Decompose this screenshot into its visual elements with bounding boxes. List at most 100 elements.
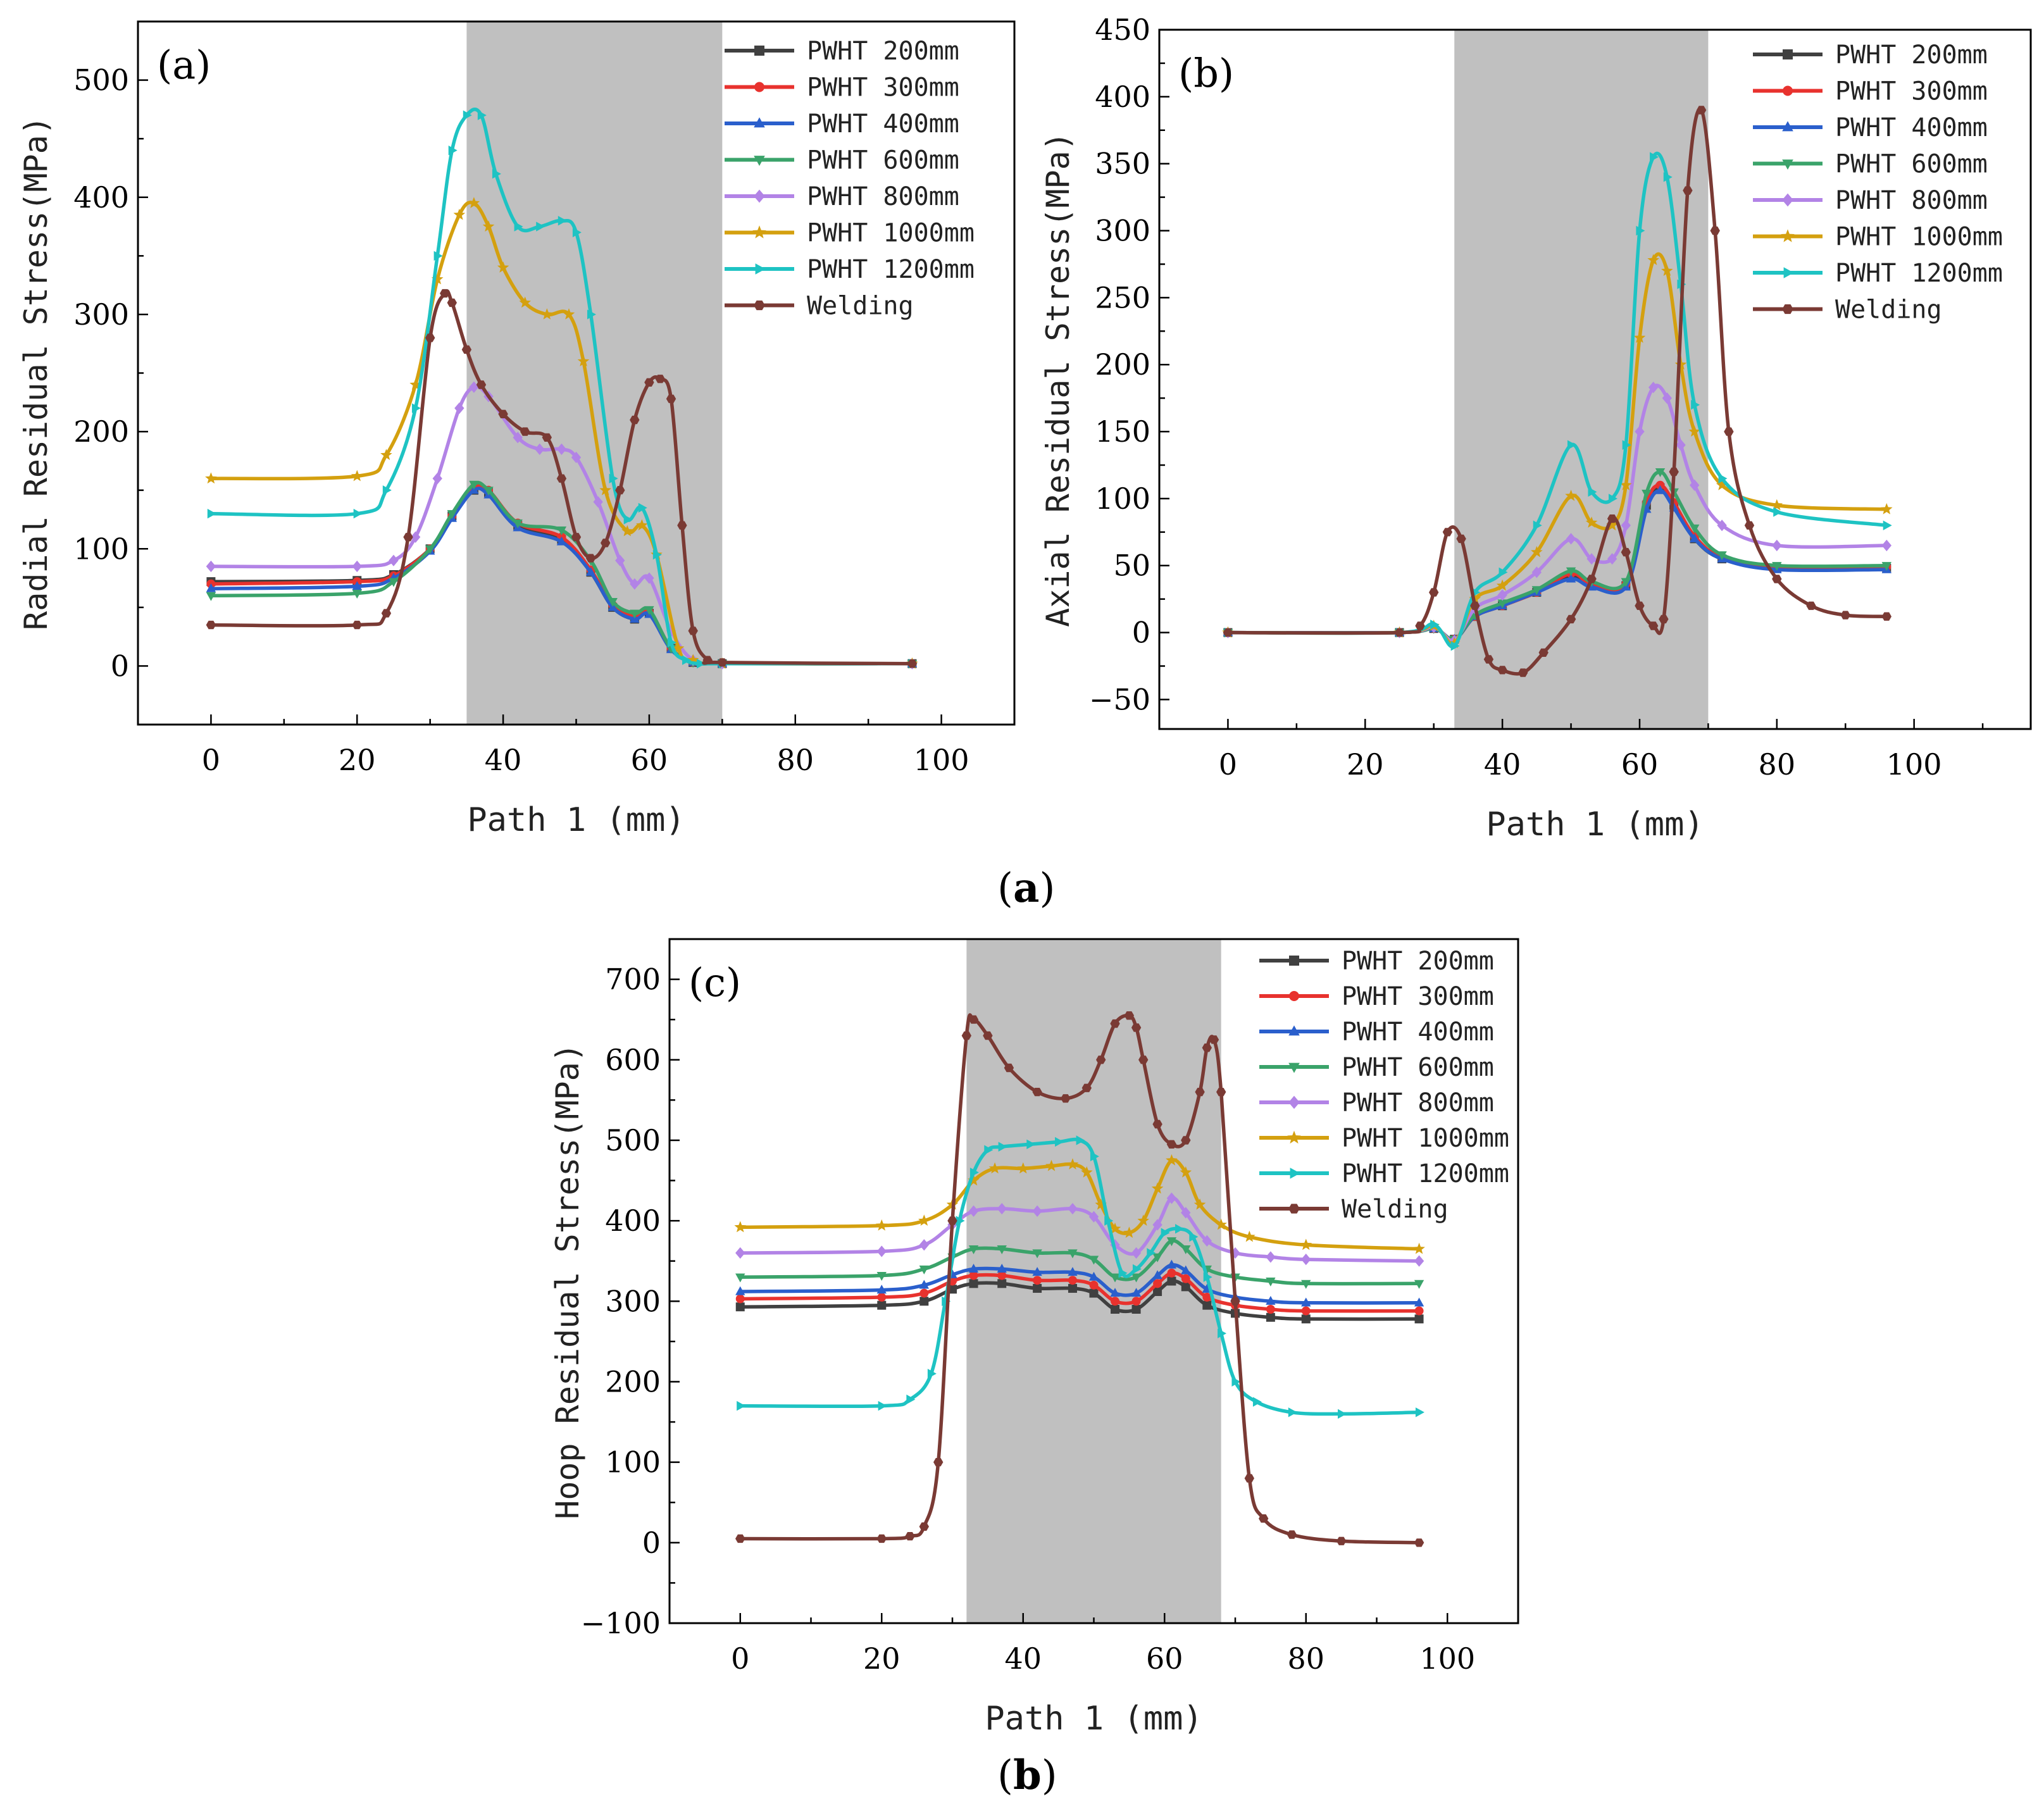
data-point: [1496, 579, 1509, 591]
data-point: [1110, 1273, 1120, 1283]
data-point: [947, 1216, 957, 1225]
data-point: [735, 1286, 745, 1295]
data-point: [1004, 1063, 1014, 1073]
data-point: [1414, 1280, 1424, 1289]
data-point: [1531, 586, 1542, 595]
data-point: [1167, 1268, 1176, 1278]
series-group: [1222, 106, 1893, 677]
data-point: [1166, 1140, 1177, 1149]
data-point: [1696, 106, 1707, 115]
data-point: [1448, 637, 1461, 649]
data-point: [1430, 620, 1440, 630]
panel-label: (b): [1178, 50, 1234, 96]
x-tick-label: 100: [914, 743, 969, 777]
data-point: [513, 519, 523, 528]
data-point: [1181, 1274, 1190, 1283]
data-point: [1717, 551, 1727, 561]
data-point: [1089, 1288, 1099, 1298]
legend-entry: PWHT 400mm: [807, 109, 959, 139]
data-point: [655, 375, 665, 383]
data-point: [998, 1142, 1007, 1152]
data-point: [577, 355, 590, 366]
data-point: [351, 470, 363, 482]
y-tick-label: 200: [1095, 347, 1150, 382]
shaded-region: [466, 22, 723, 725]
data-point: [1633, 332, 1646, 343]
data-point: [968, 1264, 979, 1273]
series-group: [734, 1011, 1425, 1547]
legend-entry: PWHT 600mm: [1835, 150, 1988, 179]
data-point: [469, 381, 479, 393]
data-point: [1621, 547, 1631, 557]
data-point: [1648, 621, 1659, 630]
data-point: [425, 333, 435, 342]
data-point: [1414, 1255, 1424, 1267]
data-point: [1110, 1288, 1120, 1297]
data-point: [1585, 516, 1598, 528]
data-point: [1415, 1407, 1424, 1417]
data-point: [1881, 539, 1892, 552]
data-point: [1744, 521, 1755, 530]
data-point: [1132, 1264, 1142, 1274]
data-point: [1215, 1218, 1227, 1230]
data-point: [1566, 533, 1576, 545]
data-point: [608, 597, 618, 607]
data-point: [1662, 392, 1673, 404]
legend-marker: [1782, 193, 1793, 207]
data-point: [1124, 1011, 1135, 1020]
x-tick-label: 100: [1419, 1642, 1475, 1676]
data-point: [1394, 628, 1405, 637]
data-point: [919, 1522, 929, 1531]
data-point: [1655, 468, 1666, 477]
data-point: [735, 1273, 745, 1283]
legend-marker: [1781, 229, 1795, 242]
panel-label: (a): [157, 42, 211, 88]
x-tick-label: 80: [1287, 1642, 1324, 1676]
data-point: [432, 473, 442, 485]
data-point: [572, 227, 582, 237]
data-point: [927, 1369, 937, 1379]
data-point: [1147, 1248, 1156, 1258]
data-point: [497, 261, 509, 273]
y-tick-label: 450: [1095, 13, 1150, 47]
data-point: [476, 380, 487, 389]
data-point: [1840, 611, 1850, 620]
data-point: [983, 1031, 993, 1040]
data-point: [735, 1294, 745, 1304]
data-point: [585, 566, 596, 576]
data-point: [601, 539, 611, 547]
data-point: [1691, 400, 1700, 410]
data-point: [1773, 507, 1783, 517]
data-point: [630, 609, 640, 619]
data-point: [389, 578, 399, 587]
legend-entry: PWHT 800mm: [807, 182, 959, 211]
data-point: [1109, 1223, 1121, 1234]
data-point: [1123, 1226, 1135, 1238]
y-tick-label: 500: [605, 1123, 661, 1157]
y-tick-label: 700: [605, 963, 661, 997]
data-point: [984, 1145, 994, 1155]
legend-marker: [1287, 1130, 1301, 1144]
caption-top: (a): [997, 864, 1056, 912]
data-point: [652, 549, 662, 560]
data-point: [556, 526, 567, 536]
data-point: [520, 427, 530, 436]
data-point: [919, 1239, 929, 1251]
chart-axial: 0 20 40 60 80 100 −50 0 50 100 150 200 250 300 350 400 4…: [1040, 13, 2032, 844]
y-tick-label: 300: [73, 297, 129, 332]
data-point: [1414, 1538, 1424, 1547]
data-point: [1772, 562, 1782, 571]
y-tick-label: 200: [73, 414, 129, 449]
data-point: [876, 1285, 887, 1294]
y-tick-label: −100: [581, 1606, 661, 1640]
data-point: [1193, 1198, 1206, 1210]
data-point: [558, 216, 567, 226]
data-point: [381, 609, 392, 618]
data-point: [1607, 514, 1617, 523]
data-point: [1415, 621, 1425, 630]
data-point: [1690, 533, 1700, 543]
data-point: [535, 443, 545, 455]
data-point: [1189, 1231, 1199, 1242]
data-point: [448, 145, 458, 156]
data-point: [461, 345, 472, 354]
